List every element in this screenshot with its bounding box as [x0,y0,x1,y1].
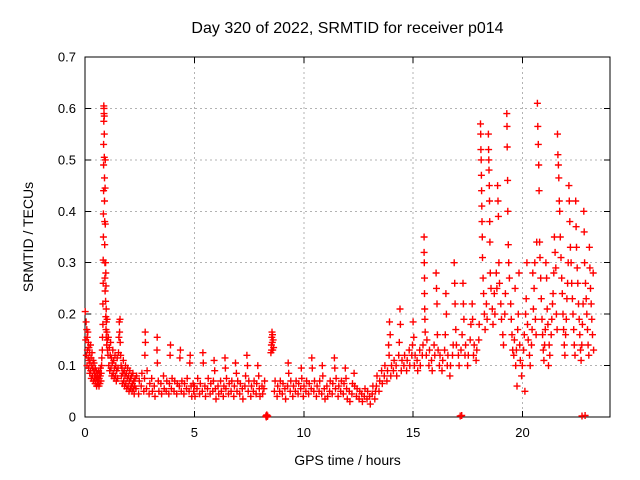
y-axis-title: SRMTID / TECUs [20,181,36,293]
y-tick-label: 0.3 [58,255,76,270]
chart-title: Day 320 of 2022, SRMTID for receiver p01… [191,20,504,37]
y-tick-label: 0.7 [58,50,76,65]
x-tick-label: 5 [191,425,198,440]
y-tick-label: 0.1 [58,358,76,373]
x-tick-label: 0 [81,425,88,440]
plot-border [84,56,611,418]
y-tick-label: 0 [69,410,76,425]
y-tick-label: 0.2 [58,307,76,322]
y-tick-label: 0.5 [58,152,76,167]
x-tick-label: 10 [297,425,311,440]
y-tick-label: 0.6 [58,101,76,116]
x-tick-label: 15 [406,425,420,440]
x-axis-title: GPS time / hours [294,452,401,468]
scatter-points [81,99,598,421]
y-tick-label: 0.4 [58,204,76,219]
x-tick-label: 20 [515,425,529,440]
